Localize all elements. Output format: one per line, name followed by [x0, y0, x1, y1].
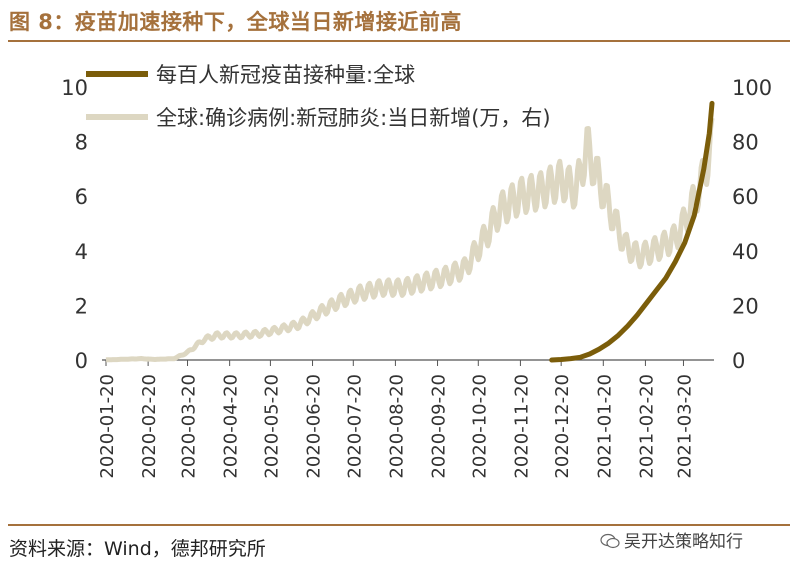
y-left-tick-label: 0	[75, 349, 88, 373]
y-right-tick-label: 100	[732, 76, 772, 100]
series-line-vaccine	[549, 100, 715, 363]
x-tick-label: 2020-09-20	[429, 374, 450, 479]
y-left-tick-label: 2	[75, 294, 88, 318]
x-tick-label: 2021-01-20	[594, 374, 615, 479]
wechat-icon	[600, 533, 620, 549]
x-tick-label: 2020-11-20	[511, 374, 532, 479]
y-right-tick-label: 80	[732, 131, 759, 155]
series-group	[104, 100, 715, 363]
y-left-tick-label: 10	[61, 76, 88, 100]
y-left-tick-label: 8	[75, 131, 88, 155]
x-tick-label: 2020-05-20	[261, 374, 282, 479]
watermark: 吴开达策略知行	[600, 527, 743, 552]
x-tick-label: 2020-03-20	[179, 374, 200, 479]
x-tick-label: 2020-08-20	[386, 374, 407, 479]
x-tick-label: 2020-12-20	[552, 374, 573, 479]
x-tick-label: 2020-07-20	[344, 374, 365, 479]
y-left-tick-label: 6	[75, 185, 88, 209]
y-right-tick-label: 20	[732, 294, 759, 318]
x-tick-label: 2020-02-20	[139, 374, 160, 479]
x-tick-label: 2020-06-20	[304, 374, 325, 479]
footer-divider	[8, 524, 790, 526]
x-tick-label: 2020-04-20	[221, 374, 242, 479]
y-left-tick-label: 4	[75, 240, 88, 264]
legend-item-vaccine-label: 每百人新冠疫苗接种量:全球	[156, 63, 415, 87]
y-right-tick-label: 60	[732, 185, 759, 209]
x-tick-label: 2021-03-20	[674, 374, 695, 479]
page-title: 图 8：疫苗加速接种下，全球当日新增接近前高	[9, 10, 462, 34]
x-tick-label: 2020-10-20	[469, 374, 490, 479]
x-tick-label: 2020-01-20	[97, 374, 118, 479]
x-tick-label: 2021-02-20	[636, 374, 657, 479]
y-right-tick-label: 0	[732, 349, 745, 373]
legend-item-cases-label: 全球:确诊病例:新冠肺炎:当日新增(万，右)	[156, 106, 551, 130]
source-note: 资料来源：Wind，德邦研究所	[9, 538, 266, 560]
y-right-tick-label: 40	[732, 240, 759, 264]
watermark-label: 吴开达策略知行	[624, 532, 743, 552]
series-line-cases	[104, 117, 715, 363]
title-divider	[8, 40, 790, 42]
